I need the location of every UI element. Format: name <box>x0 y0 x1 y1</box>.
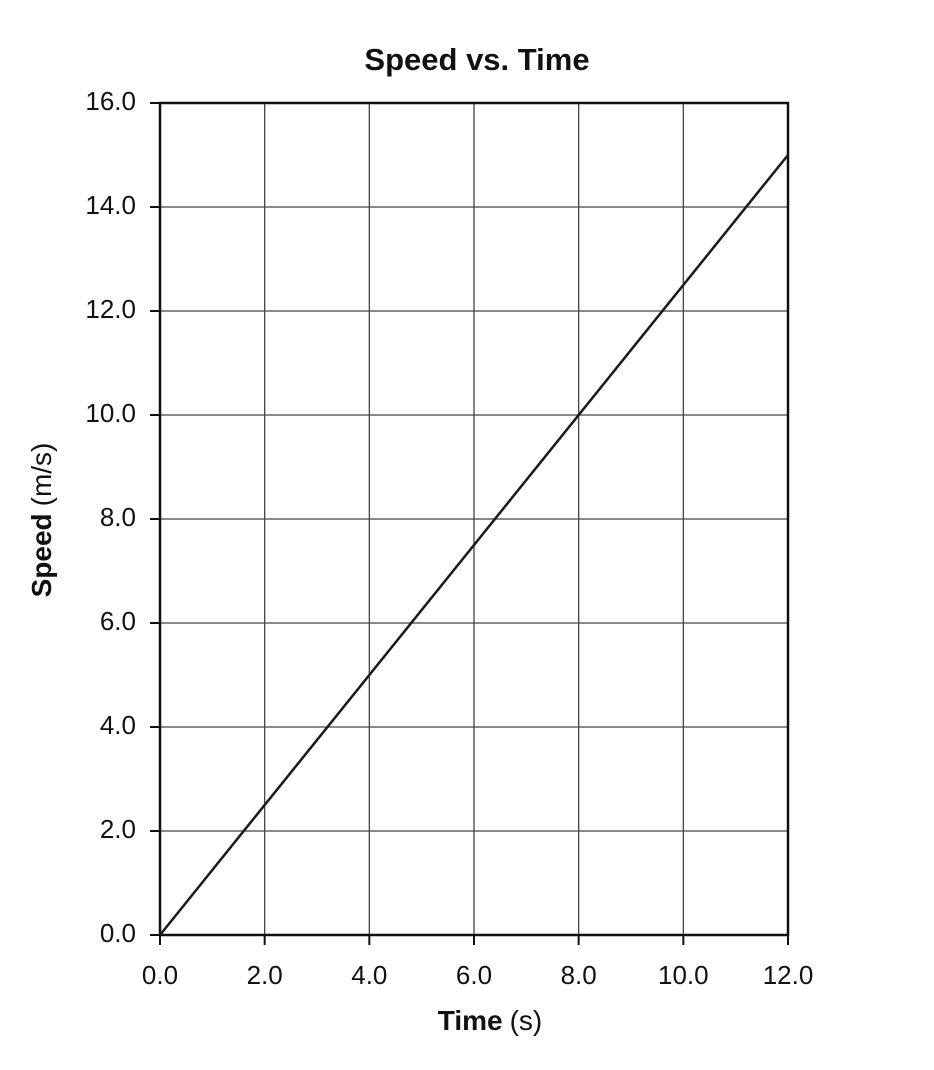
x-tick-label: 8.0 <box>561 960 597 990</box>
x-tick-label: 6.0 <box>456 960 492 990</box>
x-tick-label: 4.0 <box>351 960 387 990</box>
chart-title: Speed vs. Time <box>364 42 589 77</box>
plot-frame <box>158 101 790 937</box>
y-tick-label: 6.0 <box>100 606 136 636</box>
x-tick-label: 2.0 <box>247 960 283 990</box>
y-tick-label: 12.0 <box>85 294 136 324</box>
data-line <box>159 154 789 936</box>
x-tick-label: 10.0 <box>658 960 709 990</box>
y-tick-label: 10.0 <box>85 398 136 428</box>
x-tick-label: 12.0 <box>763 960 814 990</box>
y-tick-label: 2.0 <box>100 814 136 844</box>
y-tick-label: 8.0 <box>100 502 136 532</box>
y-tick-label: 14.0 <box>85 190 136 220</box>
y-tick-label: 4.0 <box>100 710 136 740</box>
y-axis-unit: (m/s) <box>26 443 57 507</box>
x-axis-unit: (s) <box>510 1005 543 1036</box>
x-axis-label: Time (s) <box>438 1005 543 1036</box>
x-axis-name: Time <box>438 1005 503 1036</box>
y-tick-label: 16.0 <box>85 86 136 116</box>
x-tick-label: 0.0 <box>142 960 178 990</box>
y-tick-label: 0.0 <box>100 918 136 948</box>
y-axis-label: Speed (m/s) <box>26 443 57 598</box>
y-axis-name: Speed <box>26 513 57 597</box>
